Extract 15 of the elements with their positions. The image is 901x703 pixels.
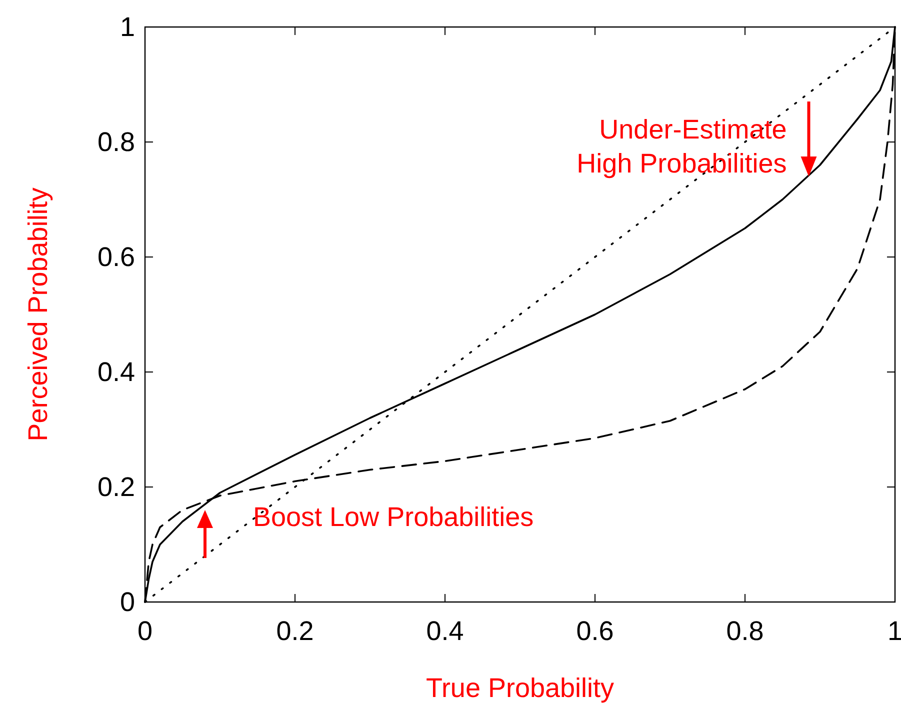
x-tick-label: 0.4: [426, 616, 464, 646]
y-axis-title: Perceived Probability: [23, 187, 53, 442]
annotation: Under-Estimate High Probabilities: [576, 114, 787, 178]
y-tick-label: 0.6: [97, 242, 135, 272]
y-tick-label: 0.4: [97, 357, 135, 387]
x-axis-title: True Probability: [426, 673, 615, 703]
x-tick-label: 0.2: [276, 616, 314, 646]
x-tick-label: 0.6: [576, 616, 614, 646]
y-tick-label: 0.8: [97, 127, 135, 157]
x-tick-label: 1: [887, 616, 901, 646]
y-tick-label: 0: [120, 587, 135, 617]
y-tick-label: 0.2: [97, 472, 135, 502]
annotation: Boost Low Probabilities: [253, 502, 534, 532]
y-tick-label: 1: [120, 12, 135, 42]
x-tick-label: 0.8: [726, 616, 764, 646]
